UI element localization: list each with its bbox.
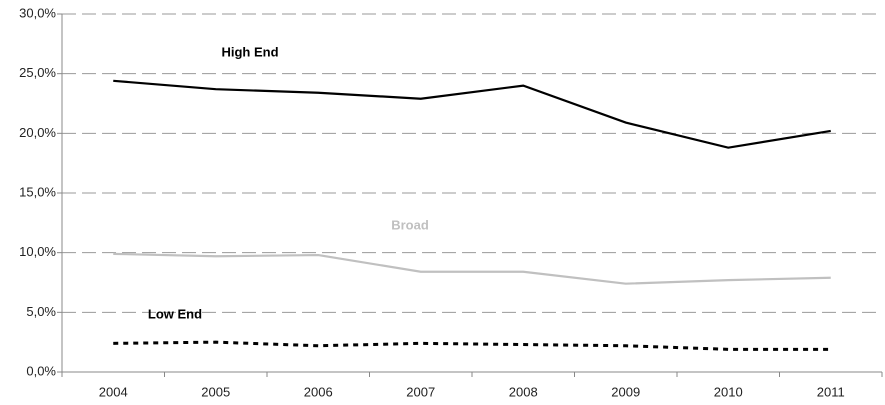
x-tick-label: 2007 [406, 384, 435, 399]
series-label: Broad [391, 217, 429, 232]
x-tick-label: 2006 [304, 384, 333, 399]
y-tick-label: 0,0% [26, 363, 56, 378]
x-tick-label: 2005 [201, 384, 230, 399]
y-tick-label: 5,0% [26, 304, 56, 319]
x-tick-label: 2004 [99, 384, 128, 399]
x-tick-label: 2009 [611, 384, 640, 399]
series-line [113, 252, 831, 285]
x-tick-label: 2011 [817, 384, 845, 399]
series-line [113, 340, 831, 351]
y-tick-label: 25,0% [19, 65, 56, 80]
x-tick-label: 2008 [509, 384, 538, 399]
y-tick-label: 20,0% [19, 125, 56, 140]
series-line [113, 79, 831, 149]
y-tick-label: 15,0% [19, 184, 56, 199]
y-tick-label: 10,0% [19, 244, 56, 259]
series-label: High End [221, 44, 278, 59]
x-tick-label: 2010 [714, 384, 743, 399]
y-tick-label: 30,0% [19, 5, 56, 20]
series-label: Low End [148, 306, 202, 321]
